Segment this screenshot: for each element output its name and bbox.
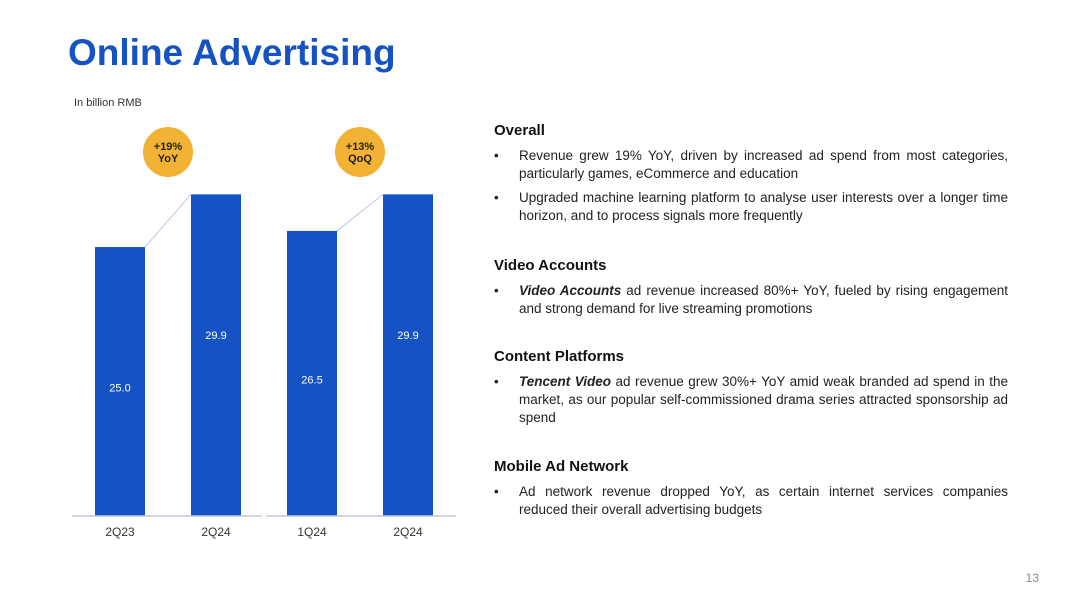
section-content-platforms: Content Platforms • Tencent Video ad rev… xyxy=(494,348,1008,433)
bullet-icon: • xyxy=(494,283,499,298)
unit-label: In billion RMB xyxy=(74,97,142,109)
section-title: Content Platforms xyxy=(494,348,625,365)
growth-badge-percent: +13% xyxy=(346,141,375,153)
bullet-icon: • xyxy=(494,484,499,499)
category-tick-label: 1Q24 xyxy=(297,525,327,539)
bullet-icon: • xyxy=(494,190,499,205)
category-tick-label: 2Q23 xyxy=(105,525,135,539)
bar xyxy=(287,230,337,516)
bullet-lead: Video Accounts xyxy=(519,283,622,298)
bar-value-label: 26.5 xyxy=(301,374,322,386)
bar xyxy=(95,247,145,516)
bar xyxy=(191,194,241,516)
bullet-icon: • xyxy=(494,374,499,389)
growth-badge-basis: QoQ xyxy=(348,153,372,165)
bullet-item: • Tencent Video ad revenue grew 30%+ YoY… xyxy=(494,373,1008,427)
bullet-text: ad revenue increased 80%+ YoY, fueled by… xyxy=(519,283,1009,316)
bullet-text: ad revenue grew 30%+ YoY amid weak brand… xyxy=(519,374,1008,425)
bullet-item: • Upgraded machine learning platform to … xyxy=(494,189,1008,225)
category-tick-label: 2Q24 xyxy=(393,525,423,539)
bullet-text: Revenue grew 19% YoY, driven by increase… xyxy=(519,148,1008,181)
bullet-item: • Ad network revenue dropped YoY, as cer… xyxy=(494,483,1008,519)
bullet-item: • Revenue grew 19% YoY, driven by increa… xyxy=(494,147,1008,183)
revenue-bar-chart: 25.0 2Q23 29.9 2Q24 +19%YoY 26.5 1Q24 29.9 2Q24 +… xyxy=(72,127,456,539)
section-overall: Overall • Revenue grew 19% YoY, driven b… xyxy=(494,122,1008,231)
section-title: Overall xyxy=(494,122,545,139)
bullet-item: • Video Accounts ad revenue increased 80… xyxy=(494,282,1008,318)
connector-line xyxy=(144,194,192,248)
bullet-text: Upgraded machine learning platform to an… xyxy=(519,190,1008,223)
bar-value-label: 29.9 xyxy=(205,330,226,342)
section-mobile-ad-network: Mobile Ad Network • Ad network revenue d… xyxy=(494,458,1008,525)
page-number: 13 xyxy=(1025,571,1039,585)
bullet-text: Ad network revenue dropped YoY, as certa… xyxy=(519,484,1008,517)
category-tick-label: 2Q24 xyxy=(201,525,231,539)
bar xyxy=(383,194,433,516)
growth-badge-percent: +19% xyxy=(154,141,183,153)
growth-badge xyxy=(335,127,385,177)
section-title: Mobile Ad Network xyxy=(494,458,629,475)
growth-badge xyxy=(143,127,193,177)
bar-value-label: 25.0 xyxy=(109,383,130,395)
connector-line xyxy=(336,193,384,232)
growth-badge-basis: YoY xyxy=(158,153,179,165)
bar-value-label: 29.9 xyxy=(397,330,418,342)
bullet-lead: Tencent Video xyxy=(519,374,611,389)
bullet-icon: • xyxy=(494,148,499,163)
page-title: Online Advertising xyxy=(68,32,396,73)
section-video-accounts: Video Accounts • Video Accounts ad reven… xyxy=(494,257,1008,324)
section-title: Video Accounts xyxy=(494,257,607,274)
